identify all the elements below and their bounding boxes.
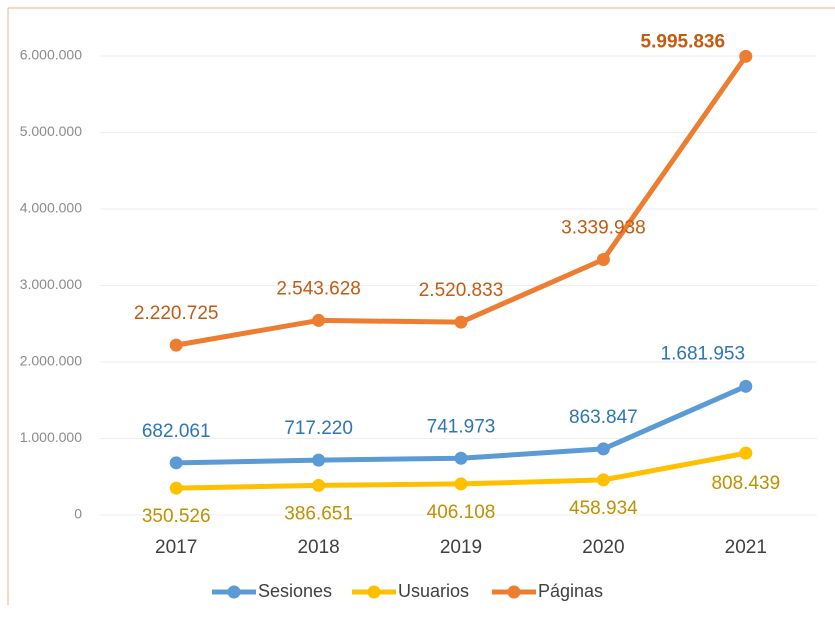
x-tick-label: 2018 [297, 537, 339, 558]
data-label: 350.526 [142, 506, 211, 527]
series-marker [169, 481, 183, 495]
series-marker [596, 473, 610, 487]
data-label: 863.847 [569, 407, 638, 428]
legend-label: Páginas [538, 581, 603, 601]
legend-marker [227, 585, 241, 599]
x-tick-label: 2019 [440, 537, 482, 558]
y-tick-label: 4.000.000 [20, 200, 82, 216]
data-label: 458.934 [569, 498, 638, 519]
data-label: 406.108 [427, 502, 496, 523]
data-label: 741.973 [427, 416, 496, 437]
data-label: 2.543.628 [276, 278, 361, 299]
series-marker [454, 315, 468, 329]
series-marker [596, 442, 610, 456]
data-label: 717.220 [284, 418, 353, 439]
series-marker [454, 477, 468, 491]
legend-marker [367, 585, 381, 599]
x-tick-label: 2020 [582, 537, 624, 558]
series-marker [312, 313, 326, 327]
x-tick-label: 2017 [155, 537, 197, 558]
y-tick-label: 6.000.000 [20, 47, 82, 63]
series-marker [739, 49, 753, 63]
data-label: 808.439 [711, 473, 780, 494]
y-tick-label: 3.000.000 [20, 276, 82, 292]
data-label: 682.061 [142, 421, 211, 442]
data-label: 2.220.725 [134, 303, 219, 324]
series-marker [312, 453, 326, 467]
series-marker [596, 252, 610, 266]
y-tick-label: 5.000.000 [20, 123, 82, 139]
legend-label: Sesiones [258, 581, 332, 601]
y-tick-label: 0 [74, 506, 82, 522]
y-tick-label: 2.000.000 [20, 353, 82, 369]
data-label: 2.520.833 [419, 280, 504, 301]
data-label: 5.995.836 [641, 31, 726, 52]
data-label: 386.651 [284, 503, 353, 524]
series-marker [312, 478, 326, 492]
series-marker [169, 338, 183, 352]
legend-marker [507, 585, 521, 599]
series-marker [739, 379, 753, 393]
series-marker [169, 456, 183, 470]
x-tick-label: 2021 [725, 537, 767, 558]
legend-label: Usuarios [398, 581, 469, 601]
series-marker [454, 451, 468, 465]
data-label: 1.681.953 [661, 343, 746, 364]
data-label: 3.339.938 [561, 218, 646, 239]
series-marker [739, 446, 753, 460]
y-tick-label: 1.000.000 [20, 429, 82, 445]
